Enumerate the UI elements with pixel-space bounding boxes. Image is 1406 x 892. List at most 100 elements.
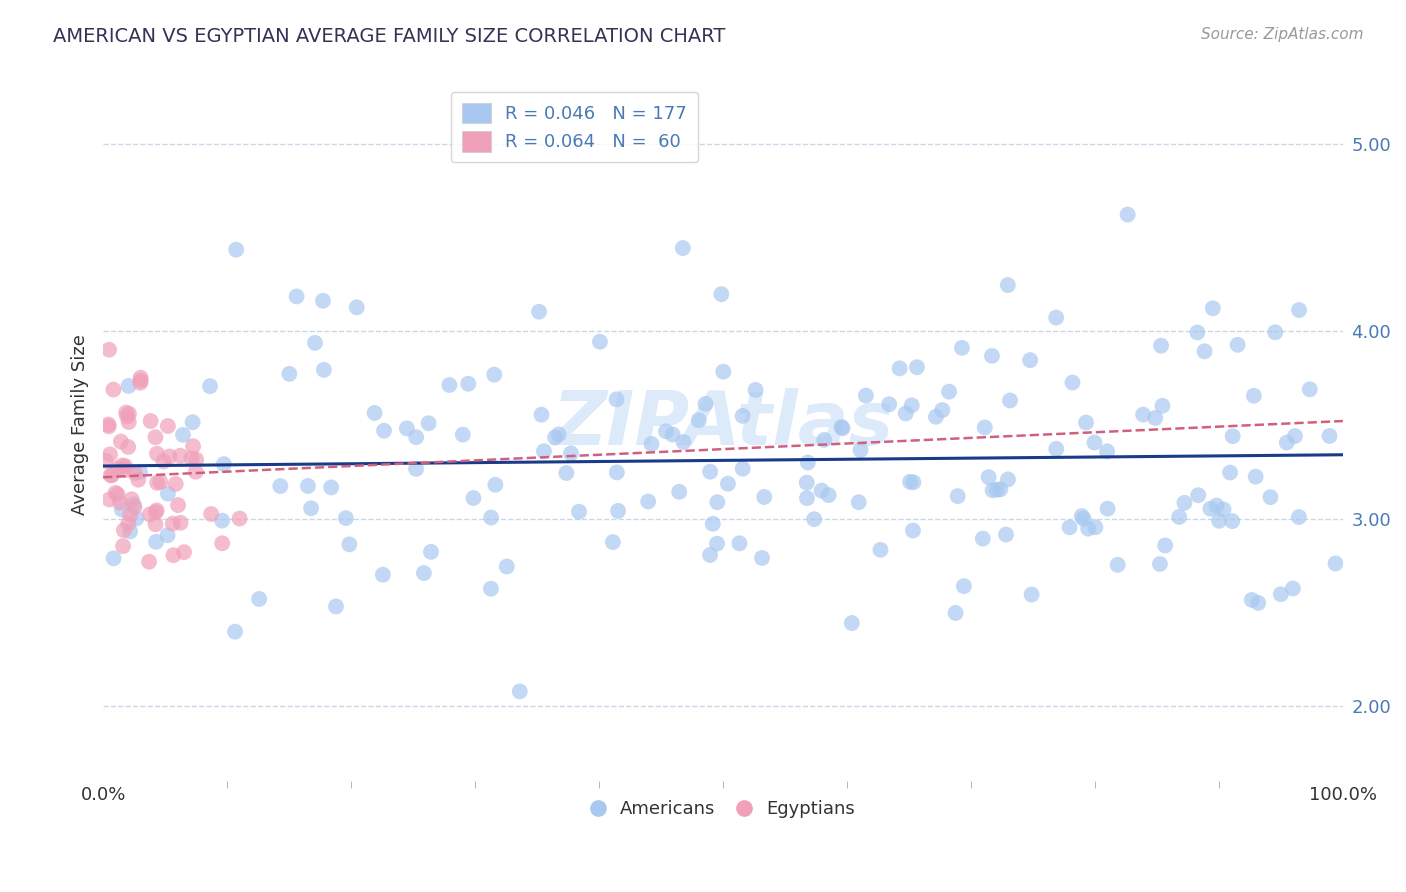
- Point: [101, 468, 124, 483]
- Point: [605, 392, 627, 407]
- Point: [117, 440, 139, 454]
- Point: [111, 502, 134, 516]
- Point: [1222, 429, 1244, 443]
- Point: [1284, 429, 1306, 443]
- Point: [94, 453, 117, 467]
- Point: [1299, 382, 1322, 396]
- Point: [981, 349, 1004, 363]
- Point: [810, 483, 832, 498]
- Point: [139, 508, 162, 522]
- Point: [484, 368, 506, 382]
- Point: [855, 388, 877, 402]
- Point: [995, 527, 1018, 541]
- Point: [122, 497, 145, 511]
- Point: [484, 477, 506, 491]
- Point: [181, 415, 204, 429]
- Point: [869, 542, 891, 557]
- Point: [159, 450, 181, 464]
- Point: [312, 293, 335, 308]
- Point: [152, 454, 174, 468]
- Point: [299, 501, 322, 516]
- Point: [1260, 490, 1282, 504]
- Point: [156, 419, 179, 434]
- Point: [211, 536, 233, 550]
- Point: [699, 465, 721, 479]
- Text: AMERICAN VS EGYPTIAN AVERAGE FAMILY SIZE CORRELATION CHART: AMERICAN VS EGYPTIAN AVERAGE FAMILY SIZE…: [53, 27, 725, 45]
- Point: [335, 511, 357, 525]
- Point: [117, 516, 139, 531]
- Point: [699, 548, 721, 562]
- Point: [117, 379, 139, 393]
- Point: [114, 458, 136, 473]
- Point: [905, 360, 928, 375]
- Point: [560, 446, 582, 460]
- Point: [998, 393, 1021, 408]
- Point: [1247, 596, 1270, 610]
- Point: [672, 435, 695, 450]
- Point: [172, 428, 194, 442]
- Point: [156, 486, 179, 500]
- Point: [139, 414, 162, 428]
- Point: [1244, 469, 1267, 483]
- Point: [1205, 499, 1227, 513]
- Point: [107, 461, 129, 475]
- Point: [451, 427, 474, 442]
- Point: [931, 403, 953, 417]
- Point: [103, 383, 125, 397]
- Point: [125, 511, 148, 525]
- Point: [173, 545, 195, 559]
- Point: [138, 555, 160, 569]
- Point: [112, 539, 135, 553]
- Point: [145, 517, 167, 532]
- Point: [849, 443, 872, 458]
- Point: [1212, 502, 1234, 516]
- Point: [1240, 593, 1263, 607]
- Point: [418, 417, 440, 431]
- Point: [946, 489, 969, 503]
- Point: [606, 466, 628, 480]
- Point: [848, 495, 870, 509]
- Point: [981, 483, 1004, 498]
- Point: [412, 566, 434, 580]
- Point: [100, 468, 122, 483]
- Point: [1324, 557, 1347, 571]
- Point: [877, 397, 900, 411]
- Point: [555, 466, 578, 480]
- Point: [337, 537, 360, 551]
- Point: [1168, 510, 1191, 524]
- Point: [115, 406, 138, 420]
- Point: [527, 304, 550, 318]
- Point: [107, 487, 129, 501]
- Point: [225, 243, 247, 257]
- Point: [124, 466, 146, 480]
- Point: [297, 479, 319, 493]
- Point: [695, 397, 717, 411]
- Point: [198, 379, 221, 393]
- Point: [710, 287, 733, 301]
- Point: [108, 495, 131, 509]
- Point: [278, 367, 301, 381]
- Point: [986, 483, 1008, 497]
- Point: [405, 462, 427, 476]
- Point: [346, 301, 368, 315]
- Point: [115, 409, 138, 424]
- Point: [1270, 587, 1292, 601]
- Point: [1220, 514, 1243, 528]
- Point: [247, 592, 270, 607]
- Point: [304, 335, 326, 350]
- Point: [889, 361, 911, 376]
- Point: [1187, 488, 1209, 502]
- Point: [997, 278, 1019, 293]
- Point: [1194, 344, 1216, 359]
- Point: [312, 363, 335, 377]
- Point: [973, 420, 995, 434]
- Point: [149, 475, 172, 489]
- Point: [1019, 353, 1042, 368]
- Point: [796, 475, 818, 490]
- Point: [211, 514, 233, 528]
- Point: [530, 408, 553, 422]
- Point: [169, 516, 191, 530]
- Point: [602, 535, 624, 549]
- Point: [156, 528, 179, 542]
- Point: [479, 582, 502, 596]
